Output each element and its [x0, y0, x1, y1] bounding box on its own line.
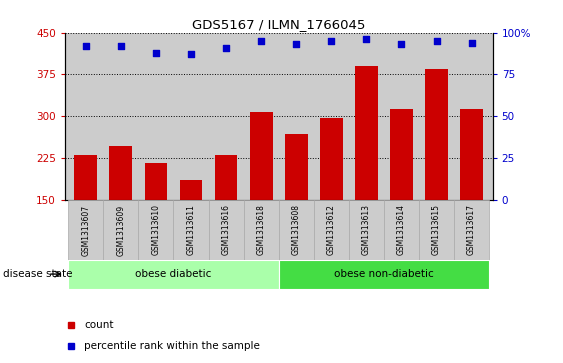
- Point: [117, 43, 126, 49]
- Bar: [419, 200, 454, 260]
- Point: [222, 45, 231, 50]
- Text: GSM1313614: GSM1313614: [397, 204, 406, 256]
- Text: GSM1313610: GSM1313610: [151, 204, 160, 256]
- Text: count: count: [84, 321, 114, 330]
- Text: obese diabetic: obese diabetic: [135, 269, 212, 279]
- Bar: [384, 200, 419, 260]
- Bar: [68, 260, 279, 289]
- Bar: [180, 180, 203, 200]
- Bar: [208, 200, 244, 260]
- Bar: [390, 109, 413, 200]
- Bar: [314, 200, 349, 260]
- Bar: [355, 66, 378, 200]
- Bar: [279, 260, 489, 289]
- Bar: [349, 200, 384, 260]
- Bar: [279, 200, 314, 260]
- Bar: [320, 118, 343, 200]
- Bar: [173, 200, 208, 260]
- Text: GSM1313607: GSM1313607: [81, 204, 90, 256]
- Bar: [215, 155, 238, 200]
- Point: [362, 36, 371, 42]
- Bar: [244, 200, 279, 260]
- Text: GSM1313613: GSM1313613: [362, 204, 371, 256]
- Text: GSM1313618: GSM1313618: [257, 204, 266, 255]
- Bar: [138, 200, 173, 260]
- Title: GDS5167 / ILMN_1766045: GDS5167 / ILMN_1766045: [192, 19, 365, 32]
- Bar: [425, 69, 448, 200]
- Point: [257, 38, 266, 44]
- Bar: [109, 146, 132, 200]
- Text: GSM1313611: GSM1313611: [186, 204, 195, 255]
- Text: GSM1313609: GSM1313609: [117, 204, 126, 256]
- Point: [81, 43, 90, 49]
- Bar: [460, 110, 483, 200]
- Bar: [104, 200, 138, 260]
- Text: percentile rank within the sample: percentile rank within the sample: [84, 341, 260, 351]
- Bar: [68, 200, 104, 260]
- Point: [327, 38, 336, 44]
- Bar: [74, 155, 97, 200]
- Point: [292, 41, 301, 47]
- Point: [186, 52, 195, 57]
- Text: GSM1313617: GSM1313617: [467, 204, 476, 256]
- Point: [432, 38, 441, 44]
- Bar: [250, 112, 272, 200]
- Text: GSM1313616: GSM1313616: [222, 204, 231, 256]
- Point: [397, 41, 406, 47]
- Text: GSM1313612: GSM1313612: [327, 204, 336, 255]
- Point: [151, 50, 160, 56]
- Point: [467, 40, 476, 46]
- Bar: [285, 134, 307, 200]
- Bar: [454, 200, 489, 260]
- Text: GSM1313615: GSM1313615: [432, 204, 441, 256]
- Bar: [145, 163, 167, 200]
- Text: GSM1313608: GSM1313608: [292, 204, 301, 256]
- Text: obese non-diabetic: obese non-diabetic: [334, 269, 434, 279]
- Text: disease state: disease state: [3, 269, 72, 279]
